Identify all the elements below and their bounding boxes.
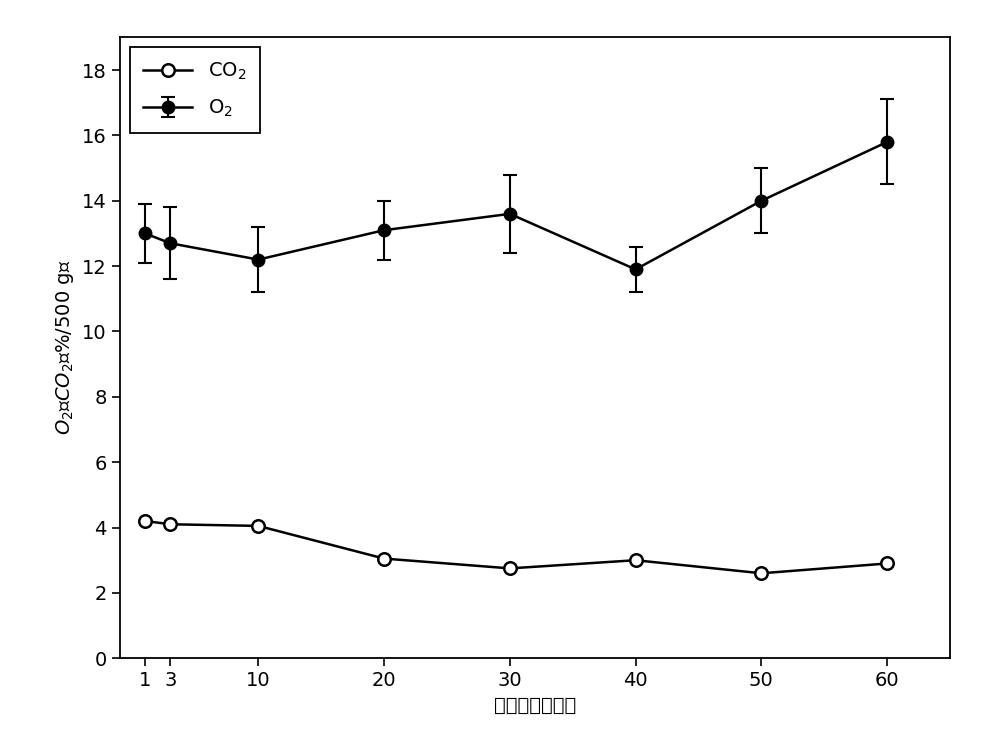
CO$_2$ — [504, 564, 516, 573]
Legend: CO$_2$, O$_2$: CO$_2$, O$_2$ — [130, 47, 260, 132]
CO$_2$ — [139, 517, 151, 526]
CO$_2$ — [630, 556, 642, 565]
CO$_2$ — [378, 554, 390, 563]
CO$_2$ — [252, 521, 264, 530]
CO$_2$ — [881, 559, 893, 568]
CO$_2$ — [164, 520, 176, 529]
X-axis label: 贯藏天数（天）: 贯藏天数（天） — [494, 696, 576, 715]
Y-axis label: $O_2$和$CO_2$（%/500 g）: $O_2$和$CO_2$（%/500 g） — [54, 260, 76, 435]
CO$_2$ — [755, 568, 767, 577]
Line: CO$_2$: CO$_2$ — [139, 515, 893, 580]
